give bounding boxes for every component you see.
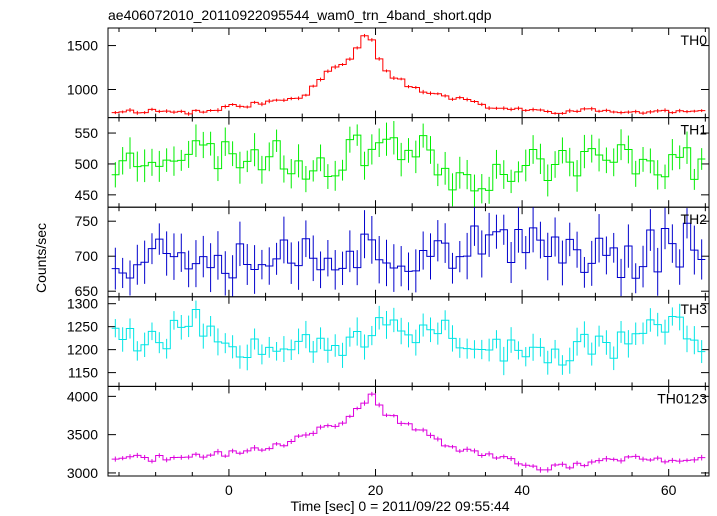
panel-frame (107, 27, 710, 119)
panel-label: TH2 (681, 211, 708, 227)
chart-title: ae406072010_20110922095544_wam0_trn_4ban… (108, 7, 492, 23)
y-tick-label: 500 (75, 156, 99, 172)
y-tick-label: 1500 (67, 38, 98, 54)
x-tick-label: 60 (661, 482, 677, 498)
y-tick-label: 1250 (67, 319, 98, 335)
y-tick-label: 650 (75, 283, 99, 299)
panel-label: TH3 (681, 301, 708, 317)
x-tick-label: 0 (225, 482, 233, 498)
panel-th3: 1150 1200 1250 1300 TH3 (67, 296, 710, 387)
x-axis-label: Time [sec] 0 = 2011/09/22 09:55:44 (290, 498, 509, 514)
series-line-th0 (111, 35, 706, 115)
y-tick-label: 1000 (67, 81, 98, 97)
y-tick-label: 1300 (67, 296, 98, 312)
y-tick-label: 750 (75, 213, 99, 229)
y-tick-label: 1200 (67, 342, 98, 358)
series-line-th1 (111, 134, 706, 192)
x-tick-label: 20 (368, 482, 384, 498)
panel-th1: 450 500 550 TH1 (75, 117, 710, 208)
panel-label: TH0 (681, 32, 708, 48)
panel-label: TH1 (681, 122, 708, 138)
y-tick-label: 450 (75, 187, 99, 203)
y-tick-label: 3000 (67, 465, 98, 481)
series-line-th0123 (111, 393, 706, 471)
panel-th2: 650 700 750 TH2 (75, 206, 710, 299)
series-line-th2 (111, 222, 706, 279)
panel-th0123: 3000 3500 4000 TH0123 (67, 385, 710, 481)
y-axis-label: Counts/sec (33, 223, 49, 293)
panel-frame (107, 385, 710, 477)
y-tick-label: 3500 (67, 427, 98, 443)
y-tick-label: 4000 (67, 388, 98, 404)
y-tick-label: 550 (75, 125, 99, 141)
x-tick-label: 40 (514, 482, 530, 498)
y-tick-label: 700 (75, 248, 99, 264)
series-line-th3 (111, 308, 706, 366)
panel-label: TH0123 (657, 390, 707, 406)
y-tick-label: 1150 (68, 365, 98, 381)
panel-th0: 1000 1500 TH0 (67, 27, 710, 119)
